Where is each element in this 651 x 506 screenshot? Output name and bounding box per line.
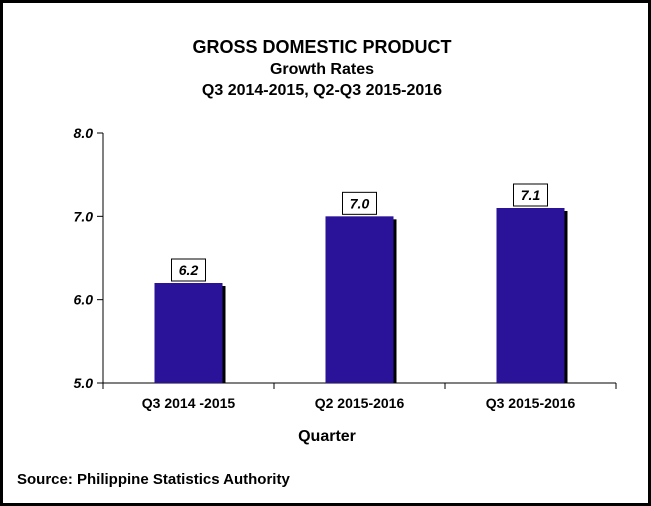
x-category-label: Q3 2014 -2015 xyxy=(142,395,236,411)
bar-chart: GROSS DOMESTIC PRODUCT Growth Rates Q3 2… xyxy=(17,37,617,488)
bar xyxy=(154,283,223,383)
chart-title: GROSS DOMESTIC PRODUCT xyxy=(192,37,451,57)
x-axis-title: Quarter xyxy=(298,428,356,445)
y-axis: 5.0 6.0 7.0 8.0 xyxy=(74,125,104,391)
data-label: 7.1 xyxy=(521,187,541,203)
y-tick-label: 5.0 xyxy=(74,375,94,391)
y-tick-label: 6.0 xyxy=(74,292,94,308)
x-axis: Q3 2014 -2015 Q2 2015-2016 Q3 2015-2016 xyxy=(102,382,617,411)
data-label: 6.2 xyxy=(179,262,199,278)
y-tick-label: 8.0 xyxy=(74,125,94,141)
source-note: Source: Philippine Statistics Authority xyxy=(17,471,290,488)
data-label-box xyxy=(342,191,377,215)
bars: 6.2 7.0 7.1 xyxy=(154,183,568,383)
chart-subtitle-line-1: Growth Rates xyxy=(270,61,374,78)
x-category-label: Q2 2015-2016 xyxy=(315,395,405,411)
data-label-box xyxy=(513,183,548,207)
data-label: 7.0 xyxy=(350,195,370,211)
data-label-box xyxy=(171,258,206,282)
y-tick-label: 7.0 xyxy=(74,208,94,224)
chart-subtitle-line-2: Q3 2014-2015, Q2-Q3 2015-2016 xyxy=(202,82,442,99)
bar xyxy=(496,208,565,383)
x-category-label: Q3 2015-2016 xyxy=(486,395,576,411)
bar xyxy=(325,216,394,383)
